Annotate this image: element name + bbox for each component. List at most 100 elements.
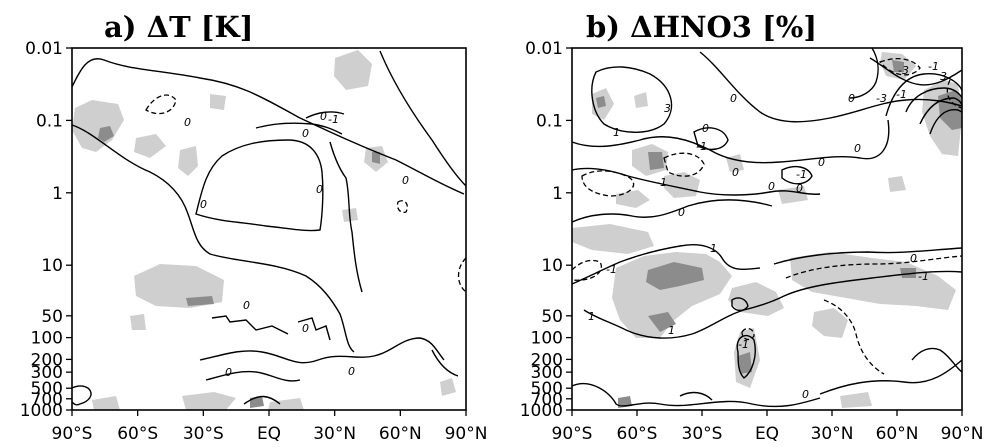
- x-tick-label: 30°S: [682, 424, 723, 444]
- contour-label: -1: [738, 338, 749, 351]
- y-tick-label: 300: [31, 363, 63, 383]
- y-tick-label: 1: [52, 184, 63, 204]
- contour-line: [145, 94, 177, 115]
- contour-label: 1: [588, 310, 595, 323]
- panel-a-title: a) ΔT [K]: [104, 10, 253, 44]
- contour-label: -1: [796, 168, 807, 181]
- shade-patch: [178, 146, 198, 176]
- contour-label: 0: [730, 92, 737, 105]
- shade-patch: [268, 398, 304, 410]
- contour-line: [199, 337, 445, 364]
- contour-line: [571, 119, 890, 164]
- x-tick-label: 60°S: [117, 424, 158, 444]
- y-tick-label: 0.01: [25, 39, 63, 59]
- shade-patch: [646, 262, 704, 290]
- y-tick-label: 0.1: [36, 111, 63, 131]
- panel-b-title: b) ΔHNO3 [%]: [586, 10, 817, 44]
- contour-label: 1: [668, 324, 675, 337]
- contour-line: [396, 200, 408, 214]
- shade-patch: [812, 308, 848, 338]
- y-tick-label: 500: [531, 379, 563, 399]
- shade-patch: [334, 50, 372, 90]
- contour-label: 0: [732, 166, 739, 179]
- contour-line: [679, 391, 713, 401]
- contour-label: 0: [848, 92, 855, 105]
- y-tick-label: 700: [531, 390, 563, 410]
- contour-line: [581, 170, 635, 197]
- contour-line: [731, 297, 749, 312]
- contour-label: 0: [818, 156, 825, 169]
- y-tick-label: 1000: [520, 401, 563, 421]
- contour-line: [71, 124, 355, 353]
- contour-line: [911, 347, 963, 373]
- y-tick-label: 300: [531, 363, 563, 383]
- contour-label: 0: [702, 122, 709, 135]
- y-tick-label: 700: [31, 390, 63, 410]
- contour-label: 3: [940, 70, 947, 83]
- shade-patch: [72, 100, 124, 152]
- contour-line: [591, 66, 673, 133]
- contour-label: -1: [928, 60, 939, 73]
- shade-patch: [648, 152, 664, 170]
- contour-label: 0: [225, 366, 232, 379]
- shade-patch: [572, 224, 654, 254]
- contour-line: [571, 244, 761, 285]
- shade-patch: [596, 96, 606, 108]
- contour-line: [905, 87, 963, 113]
- contour-label: 0: [200, 198, 207, 211]
- contour-label: -1: [606, 263, 617, 276]
- contour-line: [946, 79, 963, 109]
- contour-line: [849, 47, 879, 99]
- contour-line: [211, 315, 289, 335]
- contour-label: 0: [243, 299, 250, 312]
- shade-patch: [134, 134, 166, 158]
- y-tick-label: 50: [41, 307, 63, 327]
- contour-line: [885, 73, 963, 117]
- significance-shading: [572, 52, 962, 408]
- contour-line: [741, 327, 755, 341]
- contour-line: [878, 57, 921, 76]
- y-tick-label: 10: [41, 256, 63, 276]
- contour-label: 0: [348, 365, 355, 378]
- shade-patch: [186, 296, 214, 306]
- contour-line: [71, 385, 92, 406]
- contour-line: [379, 50, 467, 187]
- shade-patch: [900, 268, 916, 278]
- contour-label: 0: [184, 116, 191, 129]
- shade-patch: [616, 190, 650, 208]
- contour-label: 0: [796, 182, 803, 195]
- shade-patch: [92, 396, 120, 410]
- contour-label: -1: [896, 88, 907, 101]
- x-axis-ticks: 90°S 60°S 30°S EQ 30°N 60°N 90°N: [552, 410, 984, 444]
- shade-patch: [664, 172, 700, 198]
- contour-line: [255, 122, 343, 135]
- shade-patch: [372, 152, 380, 164]
- x-tick-label: 30°N: [313, 424, 356, 444]
- contour-label: 0: [316, 183, 323, 196]
- contour-labels: 0 0 0 0 0 0 -1 0 0 0 0: [184, 110, 409, 379]
- contour-line: [869, 57, 963, 86]
- contour-label: 0: [678, 206, 685, 219]
- shade-patch: [98, 126, 114, 142]
- contour-line: [195, 139, 324, 232]
- contour-line: [699, 51, 963, 123]
- contour-label: -1: [696, 140, 707, 153]
- contour-line: [773, 247, 963, 265]
- shade-patch: [634, 92, 648, 108]
- shade-patch: [738, 352, 752, 374]
- contour-label: 0: [302, 322, 309, 335]
- contour-label: 1: [613, 126, 620, 139]
- contour-label: 0: [768, 180, 775, 193]
- y-tick-label: 10: [541, 256, 563, 276]
- x-tick-label: 90°N: [941, 424, 984, 444]
- panel-hno3: b) ΔHNO3 [%]: [520, 10, 984, 444]
- x-tick-label: 30°N: [811, 424, 854, 444]
- x-tick-label: 90°N: [445, 424, 488, 444]
- x-tick-label: 90°S: [552, 424, 593, 444]
- contour-label: 0: [402, 174, 409, 187]
- contour-line: [243, 395, 281, 405]
- shade-patch: [778, 186, 808, 204]
- shade-patch: [892, 60, 904, 72]
